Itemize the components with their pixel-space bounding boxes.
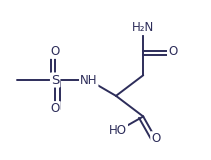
Text: O: O [51,102,60,115]
Text: S: S [51,73,59,87]
Text: HO: HO [109,124,127,137]
Text: NH: NH [80,73,97,87]
Text: O: O [51,45,60,58]
Text: H₂N: H₂N [132,21,154,34]
Text: O: O [151,132,160,145]
Text: O: O [168,45,177,58]
